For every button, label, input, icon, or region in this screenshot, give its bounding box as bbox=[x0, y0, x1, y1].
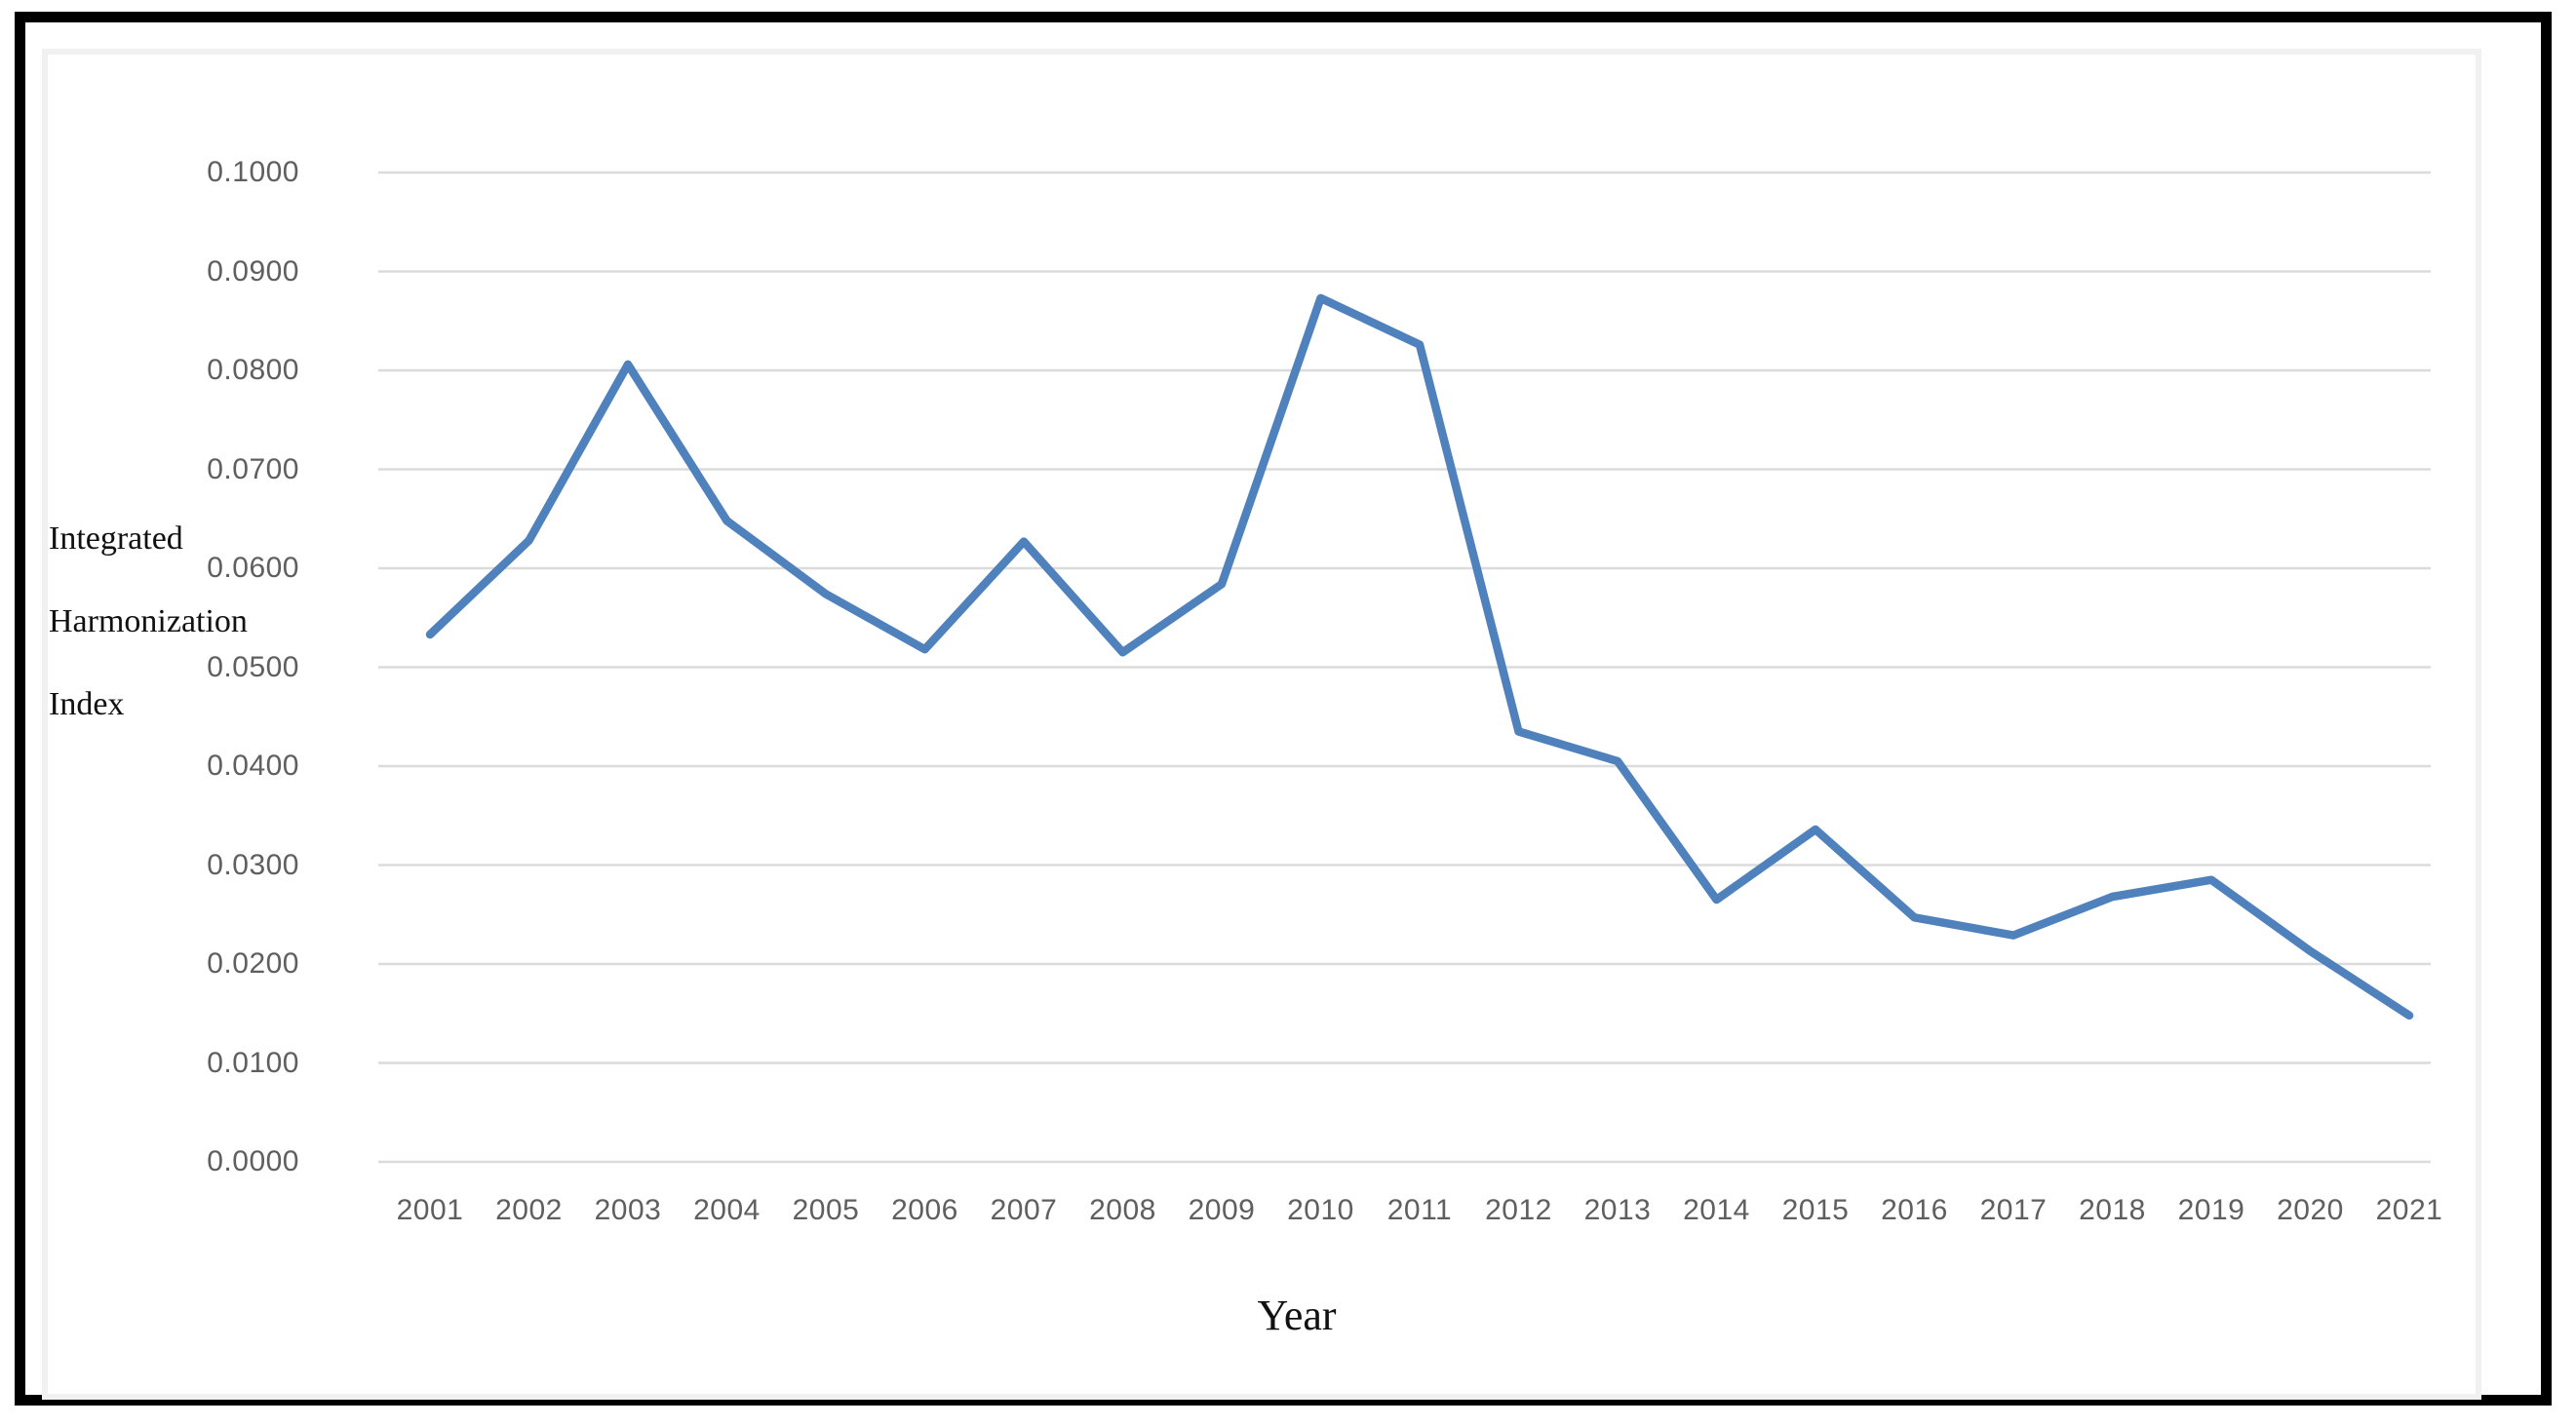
y-axis-tick-label: 0.0800 bbox=[207, 354, 299, 386]
chart-image-area bbox=[42, 49, 2481, 1400]
y-axis-title-line-3: Index bbox=[49, 686, 125, 722]
series-line bbox=[425, 293, 2414, 1021]
y-axis-title-line-2: Harmonization bbox=[49, 603, 248, 639]
x-axis-tick-label: 2002 bbox=[495, 1194, 563, 1226]
x-axis-tick-label: 2003 bbox=[594, 1194, 662, 1226]
y-axis-tick-label: 0.0200 bbox=[207, 947, 299, 980]
x-axis-tick-label: 2013 bbox=[1583, 1194, 1652, 1226]
y-axis-tick-label: 0.0100 bbox=[207, 1046, 299, 1079]
data-line-series bbox=[425, 293, 2414, 1021]
x-axis-tick-label: 2004 bbox=[693, 1194, 761, 1226]
x-axis-tick-label: 2018 bbox=[2079, 1194, 2146, 1226]
x-axis-tick-label: 2021 bbox=[2375, 1194, 2443, 1226]
x-axis-tick-label: 2001 bbox=[396, 1194, 464, 1226]
y-axis-tick-label: 0.0600 bbox=[207, 552, 299, 584]
x-axis-tick-label: 2005 bbox=[792, 1194, 860, 1226]
x-axis-title: Year bbox=[1257, 1291, 1337, 1339]
x-axis-tick-label: 2011 bbox=[1386, 1194, 1453, 1226]
x-axis-tick-label: 2008 bbox=[1089, 1194, 1156, 1226]
y-axis-tick-label: 0.0500 bbox=[207, 650, 299, 683]
y-axis-tick-label: 0.0900 bbox=[207, 254, 299, 288]
y-axis-tick-label: 0.0300 bbox=[207, 848, 299, 881]
y-axis-tick-label: 0.0000 bbox=[207, 1145, 299, 1177]
x-axis-tick-label: 2016 bbox=[1881, 1194, 1948, 1226]
y-axis-title-line-1: Integrated bbox=[49, 520, 183, 557]
y-axis-tick-label: 0.0400 bbox=[207, 750, 299, 782]
x-axis-tick-label: 2009 bbox=[1188, 1194, 1256, 1226]
x-axis-tick-label: 2015 bbox=[1781, 1194, 1850, 1226]
x-axis-tick-label: 2007 bbox=[990, 1194, 1058, 1226]
x-axis-tick-label: 2012 bbox=[1485, 1194, 1552, 1226]
gridlines bbox=[378, 171, 2431, 1164]
x-axis-tick-label: 2006 bbox=[891, 1194, 958, 1226]
x-axis-tick-label: 2014 bbox=[1683, 1194, 1750, 1226]
x-axis-tick-label: 2010 bbox=[1287, 1194, 1354, 1226]
y-axis-tick-label: 0.0700 bbox=[207, 452, 299, 485]
x-axis-tick-label: 2019 bbox=[2177, 1194, 2245, 1226]
x-axis-tick-label: 2020 bbox=[2277, 1194, 2344, 1226]
x-axis-tick-label: 2017 bbox=[1979, 1194, 2048, 1226]
y-axis-tick-label: 0.1000 bbox=[207, 156, 299, 188]
